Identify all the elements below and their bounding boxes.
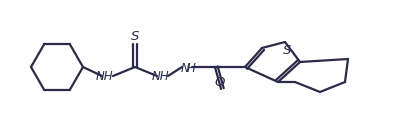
Text: S: S	[131, 29, 139, 42]
Text: S: S	[283, 44, 291, 57]
Text: H: H	[187, 62, 196, 75]
Text: N: N	[181, 62, 189, 75]
Text: O: O	[215, 77, 225, 90]
Text: NH: NH	[96, 70, 114, 83]
Text: NH: NH	[151, 70, 169, 83]
